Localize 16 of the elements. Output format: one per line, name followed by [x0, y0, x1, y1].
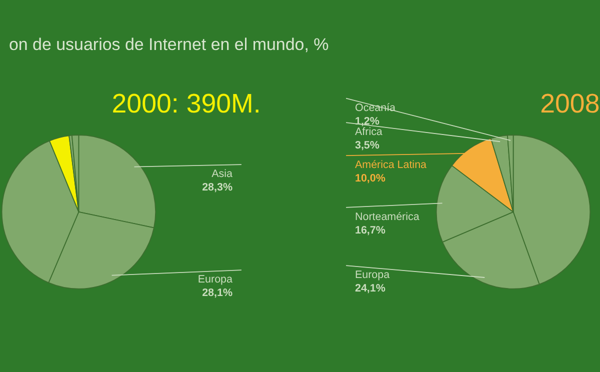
data-label: 28,3%	[202, 181, 233, 194]
data-label: 10,0%	[354, 172, 386, 185]
data-label: 3,5%	[354, 139, 380, 152]
slice-label: Europa	[198, 274, 233, 286]
slice-label: Africa	[354, 126, 382, 138]
slice-label: Norteamérica	[354, 210, 420, 223]
slice-label: Europa	[354, 269, 390, 282]
data-label: 1,2%	[354, 115, 380, 128]
chart-title: on de usuarios de Internet en el mundo, %	[8, 35, 329, 54]
data-label: 24,1%	[354, 282, 386, 295]
data-label: 28,1%	[202, 286, 233, 299]
chart-subtitle: 2008	[540, 88, 600, 119]
data-label: 16,7%	[354, 224, 386, 236]
slice-label: América Latina	[354, 159, 427, 172]
slice-label: Asia	[212, 168, 233, 180]
chart-subtitle: 2000: 390M.	[112, 88, 261, 119]
